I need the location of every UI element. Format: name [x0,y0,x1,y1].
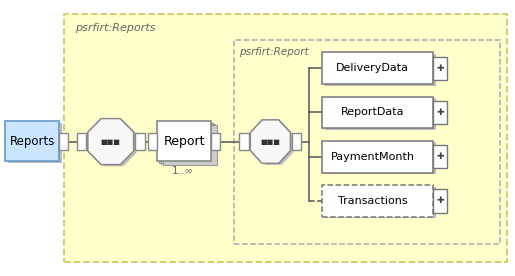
FancyBboxPatch shape [211,133,220,150]
FancyBboxPatch shape [292,133,301,150]
FancyBboxPatch shape [59,133,68,150]
FancyBboxPatch shape [433,145,447,168]
FancyBboxPatch shape [433,101,447,124]
FancyBboxPatch shape [325,187,436,218]
Text: Report: Report [163,135,205,148]
FancyBboxPatch shape [234,40,500,244]
Text: ■■■: ■■■ [261,139,280,145]
FancyBboxPatch shape [135,133,145,150]
FancyBboxPatch shape [433,57,447,80]
Text: ReportData: ReportData [341,107,405,118]
Text: ✚: ✚ [436,152,443,161]
FancyBboxPatch shape [5,121,59,161]
FancyBboxPatch shape [64,14,507,262]
FancyBboxPatch shape [148,133,157,150]
Text: 1..∞: 1..∞ [172,166,194,176]
FancyBboxPatch shape [157,121,211,161]
FancyBboxPatch shape [325,142,436,174]
Text: ✚: ✚ [436,108,443,117]
FancyBboxPatch shape [163,125,217,165]
Polygon shape [88,119,133,164]
Polygon shape [250,120,290,163]
Text: DeliveryData: DeliveryData [336,63,409,73]
FancyBboxPatch shape [322,52,433,84]
FancyBboxPatch shape [239,133,249,150]
FancyBboxPatch shape [161,124,215,164]
Polygon shape [253,121,294,165]
Polygon shape [91,120,136,166]
FancyBboxPatch shape [325,98,436,130]
Text: PaymentMonth: PaymentMonth [331,152,415,162]
Text: psrfirt:Report: psrfirt:Report [239,47,309,57]
Polygon shape [250,120,290,163]
Text: Reports: Reports [9,135,55,148]
Polygon shape [88,119,133,164]
Text: psrfirt:Reports: psrfirt:Reports [75,23,155,33]
Text: Transactions: Transactions [338,196,407,206]
Text: ✚: ✚ [436,64,443,73]
FancyBboxPatch shape [322,97,433,128]
FancyBboxPatch shape [322,185,433,217]
FancyBboxPatch shape [77,133,86,150]
FancyBboxPatch shape [159,123,213,163]
FancyBboxPatch shape [322,141,433,172]
FancyBboxPatch shape [8,123,62,163]
Text: ✚: ✚ [436,196,443,205]
FancyBboxPatch shape [433,189,447,213]
Text: ■■■: ■■■ [101,139,121,145]
FancyBboxPatch shape [325,54,436,86]
